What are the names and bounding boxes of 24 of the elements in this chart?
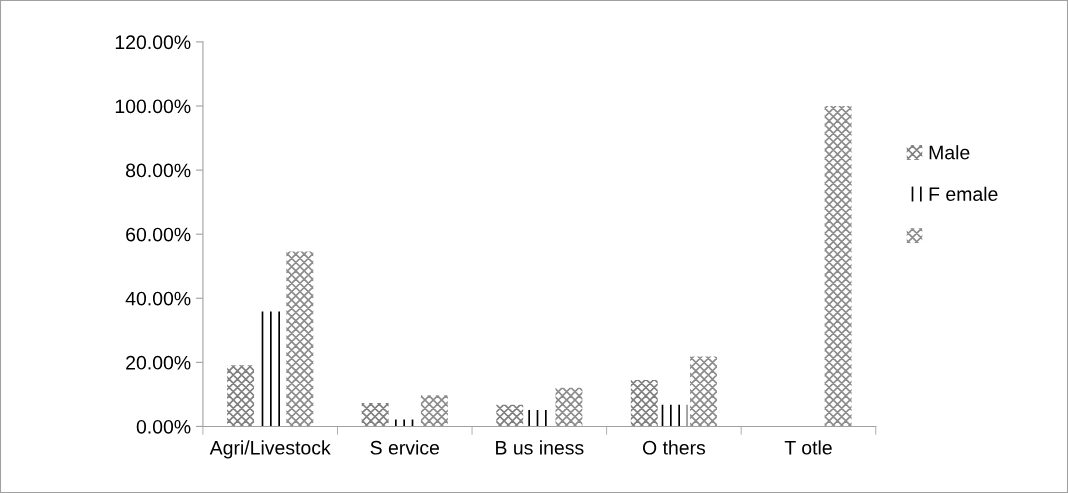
bar xyxy=(555,387,583,427)
bar xyxy=(630,379,658,427)
legend-label: F emale xyxy=(929,186,998,201)
bar xyxy=(286,251,314,427)
x-tick-label: O thers xyxy=(642,440,706,455)
bar xyxy=(690,356,717,427)
x-tick-label: B us iness xyxy=(496,440,584,455)
x-tick-label: T otle xyxy=(784,440,832,455)
y-tick-label: 80.00% xyxy=(126,163,191,178)
y-tick-label: 100.00% xyxy=(115,99,191,114)
y-tick-label: 0.00% xyxy=(136,419,191,434)
y-tick-label: 40.00% xyxy=(125,291,191,306)
bar xyxy=(420,395,448,427)
bar xyxy=(824,106,852,427)
bar xyxy=(496,404,524,427)
bar xyxy=(361,403,389,427)
y-tick-label: 20.00% xyxy=(126,355,191,370)
y-tick-label: 60.00% xyxy=(126,227,191,242)
x-tick-label: Agri/Livestock xyxy=(209,440,331,459)
y-tick-label: 120.00% xyxy=(115,35,191,50)
bar xyxy=(660,404,688,427)
legend-label: Male xyxy=(929,145,970,160)
bar xyxy=(227,365,255,427)
x-tick-label: S ervice xyxy=(370,440,440,455)
